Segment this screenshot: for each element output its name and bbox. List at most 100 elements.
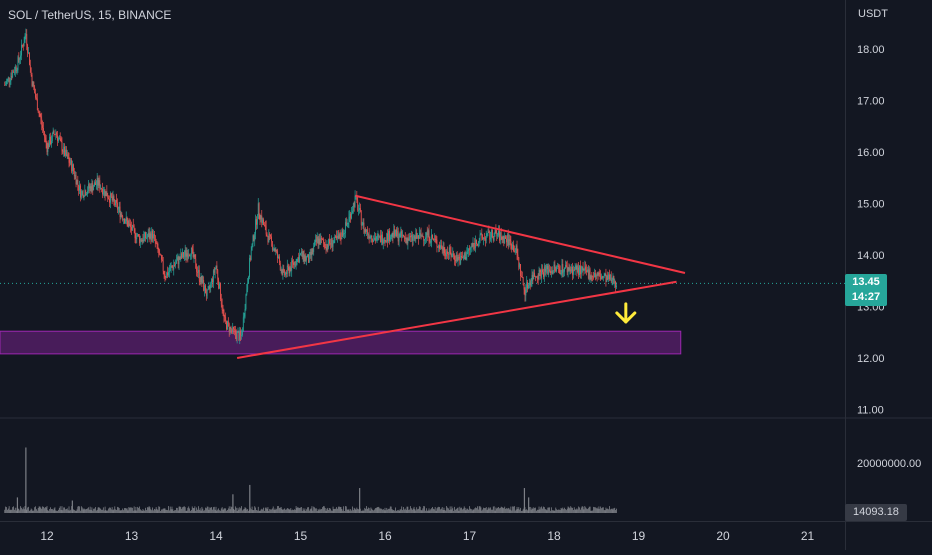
- candle-body: [563, 271, 565, 273]
- candle-body: [334, 235, 336, 241]
- candle-body: [558, 265, 559, 267]
- candle-body: [190, 247, 192, 256]
- volume-bar: [439, 507, 440, 513]
- volume-spike: [523, 488, 526, 513]
- candle-body: [241, 335, 242, 336]
- volume-bar: [607, 508, 609, 513]
- volume-bar: [484, 508, 486, 513]
- candle-body: [256, 219, 257, 225]
- volume-bar: [132, 510, 134, 513]
- volume-bar: [95, 510, 97, 513]
- lower-trendline[interactable]: [236, 280, 677, 359]
- volume-bar: [454, 506, 455, 513]
- volume-bar: [256, 510, 258, 513]
- volume-bar: [488, 507, 490, 513]
- candle-body: [340, 238, 342, 239]
- candle-body: [305, 256, 307, 261]
- candle-body: [125, 217, 127, 222]
- volume-bar: [83, 508, 85, 513]
- volume-bar: [405, 510, 407, 513]
- candle-body: [44, 136, 46, 138]
- volume-bar: [62, 510, 64, 513]
- volume-bar: [578, 506, 580, 513]
- volume-bar: [315, 508, 316, 513]
- candle-body: [436, 239, 438, 247]
- volume-bar: [274, 508, 276, 513]
- upper-trendline[interactable]: [355, 194, 686, 274]
- candle-body: [83, 196, 85, 198]
- volume-bar: [316, 510, 318, 513]
- volume-bar: [270, 509, 271, 513]
- candle-body: [240, 330, 242, 336]
- volume-bar: [386, 507, 388, 513]
- volume-bar: [124, 508, 125, 513]
- volume-bar: [260, 509, 262, 513]
- volume-bar: [14, 507, 16, 513]
- volume-bar: [123, 510, 124, 513]
- volume-bar: [436, 508, 438, 513]
- volume-bar: [15, 510, 17, 513]
- candle-body: [213, 270, 215, 273]
- volume-bar: [246, 509, 248, 513]
- volume-bar: [239, 507, 241, 513]
- candle-body: [301, 251, 303, 257]
- candle-body: [591, 275, 593, 277]
- candle-body: [212, 270, 214, 283]
- candle-body: [150, 233, 152, 241]
- volume-bar: [213, 506, 215, 513]
- volume-bar: [326, 508, 328, 513]
- volume-bar: [205, 508, 207, 513]
- volume-bar: [166, 509, 168, 513]
- candle-body: [196, 268, 198, 272]
- volume-bar: [337, 508, 338, 513]
- candle-body: [597, 273, 599, 276]
- candle-body: [296, 258, 298, 265]
- candle-body: [58, 138, 60, 140]
- down-arrow-head[interactable]: [615, 311, 637, 324]
- candle-body: [245, 294, 247, 310]
- candle-body: [74, 175, 76, 177]
- candle-body: [49, 136, 51, 148]
- volume-bar: [21, 509, 23, 513]
- volume-spike: [71, 500, 73, 513]
- symbol-name: SOL / TetherUS: [8, 8, 92, 22]
- volume-bar: [51, 508, 53, 513]
- volume-spike: [249, 484, 251, 513]
- volume-bar: [80, 510, 81, 513]
- candle-body: [95, 182, 96, 185]
- candle-body: [77, 180, 79, 185]
- volume-bar: [395, 507, 396, 513]
- support-zone[interactable]: [0, 330, 682, 355]
- volume-bar: [280, 506, 282, 513]
- candle-body: [69, 162, 71, 164]
- volume-bar: [268, 510, 270, 513]
- candle-body: [147, 232, 149, 237]
- candle-body: [522, 277, 524, 286]
- volume-bar: [363, 510, 365, 513]
- volume-bar: [273, 509, 275, 513]
- candle-body: [403, 236, 405, 238]
- volume-bar: [29, 510, 31, 513]
- volume-bar: [286, 509, 287, 513]
- volume-bar: [183, 506, 184, 513]
- volume-bar: [592, 510, 594, 513]
- candle-body: [594, 273, 596, 278]
- candle-body: [21, 44, 23, 46]
- candle-body: [471, 246, 473, 248]
- volume-bar: [112, 510, 114, 513]
- volume-bar: [40, 507, 42, 513]
- candle-body: [427, 230, 429, 236]
- candle-body: [224, 316, 226, 318]
- candle-body: [252, 235, 254, 244]
- candle-body: [378, 235, 380, 237]
- volume-bar: [596, 507, 598, 513]
- volume-bar: [598, 506, 600, 513]
- candle-body: [92, 183, 94, 191]
- candle-body: [195, 258, 197, 269]
- volume-bar: [609, 509, 611, 513]
- candle-body: [568, 267, 570, 271]
- volume-bar: [302, 508, 304, 513]
- candle-body: [346, 223, 348, 226]
